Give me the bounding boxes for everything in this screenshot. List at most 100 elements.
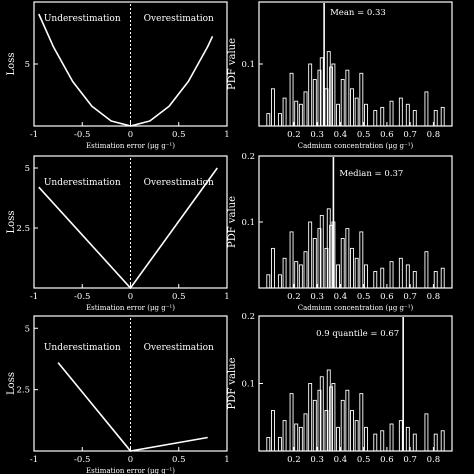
statistic-annotation: 0.9 quantile = 0.67 (316, 329, 399, 339)
histogram-bar (277, 437, 282, 452)
histogram-bar (350, 247, 354, 289)
region-label-over: Overestimation (144, 14, 214, 24)
histogram-bar (298, 264, 303, 289)
y-tick-label: 0.1 (241, 60, 255, 70)
histogram-bar (354, 97, 359, 127)
histogram-bar (308, 63, 313, 127)
histogram-bar (389, 423, 394, 452)
y-tick-label: 2.5 (16, 386, 30, 396)
x-tick-label: 0.6 (380, 292, 394, 302)
histogram-bar (364, 103, 368, 127)
x-tick-label: 0.4 (334, 130, 348, 140)
histogram-bar (373, 433, 378, 452)
histogram-bar (373, 110, 378, 127)
histogram-bar (308, 221, 313, 289)
histogram-bar (271, 88, 275, 127)
x-axis-label: Cadmium concentration (μg g⁻¹) (298, 142, 414, 150)
panel-loss-absolute: -1 -0.5 0 0.5 1 2.5 5 Estimation error (μg g⁻¹)… (6, 155, 230, 312)
histogram-bar (271, 410, 275, 452)
histogram-bar (354, 420, 359, 452)
histogram-bar (317, 69, 322, 127)
histogram-bar (326, 369, 331, 452)
panel-loss-asymmetric: -1 -0.5 0 0.5 1 2.5 5 Estimation error (μg g⁻¹)… (6, 315, 230, 474)
y-axis-label: PDF value (227, 357, 238, 409)
y-tick-label: 0.2 (241, 312, 255, 322)
histogram-bar (424, 413, 429, 452)
x-tick-label: 0.2 (287, 130, 301, 140)
histogram-bar (345, 228, 350, 289)
histogram-bar (326, 208, 331, 289)
histogram-bar (424, 251, 429, 289)
x-tick-label: 0.8 (427, 292, 441, 302)
histogram-bar (282, 420, 287, 452)
x-tick-label: 0.3 (310, 130, 324, 140)
histogram-bar (324, 247, 329, 289)
histogram-bar (359, 393, 364, 452)
histogram-bar (329, 386, 334, 452)
histogram-bar (412, 271, 417, 289)
histogram-bar (277, 113, 282, 127)
region-label-over: Overestimation (144, 178, 214, 188)
histogram-bar (298, 426, 303, 452)
x-tick-label: 0.5 (357, 455, 371, 465)
histogram-bar (317, 228, 322, 289)
histogram-bar (266, 274, 271, 289)
x-tick-label: 0.6 (380, 455, 394, 465)
x-tick-label: -0.5 (74, 292, 90, 302)
x-tick-label: 0.5 (357, 130, 371, 140)
histogram-bar (303, 91, 308, 127)
histogram-bar (266, 437, 271, 452)
histogram-bar (412, 433, 417, 452)
histogram-bar (331, 383, 336, 452)
histogram-bar (340, 79, 345, 127)
x-tick-label: 0.4 (334, 292, 348, 302)
histogram-bar (405, 103, 410, 127)
histogram-bar (340, 399, 345, 452)
x-tick-label: 0.5 (172, 130, 186, 140)
histogram-bar (405, 264, 410, 289)
x-tick-label: 0.4 (334, 455, 348, 465)
x-tick-label: 0.2 (287, 292, 301, 302)
histogram-bar (350, 88, 354, 127)
x-tick-label: 1 (224, 292, 229, 302)
histogram-bar (433, 271, 438, 289)
y-axis-label: PDF value (227, 196, 238, 248)
histogram-bar (331, 63, 336, 127)
histogram-bar (440, 430, 445, 452)
histogram-bar (398, 257, 403, 289)
x-tick-label: -0.5 (74, 130, 90, 140)
panel-loss-squared: -1 -0.5 0 0.5 1 5 Estimation error (μg g⁻¹) Los… (6, 1, 230, 150)
x-axis-label: Estimation error (μg g⁻¹) (86, 142, 175, 150)
histogram-bar (405, 426, 410, 452)
histogram-bar (312, 238, 317, 289)
y-tick-label: 0.2 (241, 152, 255, 162)
histogram-bar (271, 247, 275, 289)
histogram-bar (289, 231, 294, 289)
histogram-bar (389, 261, 394, 289)
histogram-bar (303, 251, 308, 289)
x-tick-label: -1 (30, 130, 38, 140)
histogram-bar (282, 97, 287, 127)
histogram-bar (364, 264, 368, 289)
histogram-bar (303, 413, 308, 452)
x-tick-label: 0.7 (403, 455, 417, 465)
region-label-under: Underestimation (44, 178, 121, 188)
x-tick-label: 0 (128, 455, 133, 465)
loss-curve (57, 362, 208, 452)
histogram-bar (266, 113, 271, 127)
histogram-bar (308, 383, 313, 452)
panel-pdf-quantile: 0.2 0.3 0.4 0.5 0.6 0.7 0.8 0.1 0.2 PDF value 0.9 … (227, 312, 453, 465)
x-axis-label: Cadmium concentration (μg g⁻¹) (298, 304, 414, 312)
x-tick-label: 0.8 (427, 455, 441, 465)
x-tick-label: 0 (128, 292, 133, 302)
x-tick-label: -1 (30, 292, 38, 302)
x-tick-label: 0.2 (287, 455, 301, 465)
histogram-bar (319, 376, 324, 452)
loss-curve (38, 167, 218, 290)
x-tick-label: 0.8 (427, 130, 441, 140)
y-axis-label: Loss (6, 53, 17, 76)
histogram-bar (294, 100, 299, 127)
region-label-under: Underestimation (44, 14, 121, 24)
histogram-bar (324, 410, 329, 452)
